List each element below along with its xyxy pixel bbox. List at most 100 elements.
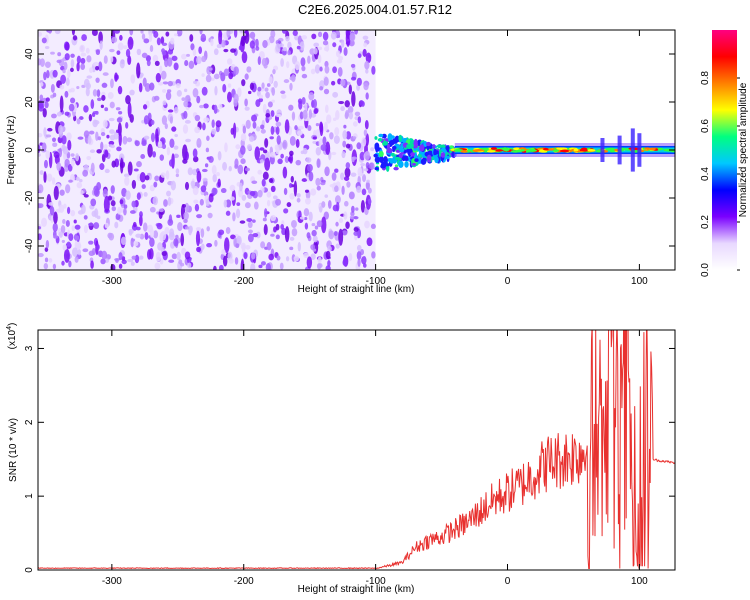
noise-speckle — [312, 136, 317, 140]
noise-speckle — [121, 259, 127, 265]
noise-speckle — [272, 68, 276, 75]
noise-speckle — [67, 139, 72, 151]
noise-speckle — [227, 91, 232, 103]
snr-series-line — [38, 330, 675, 570]
noise-speckle — [193, 156, 199, 163]
noise-speckle — [196, 170, 202, 183]
noise-speckle — [247, 233, 254, 243]
noise-speckle — [208, 193, 214, 203]
noise-speckle — [328, 230, 335, 240]
noise-speckle — [64, 90, 69, 98]
noise-speckle — [176, 251, 181, 261]
y-tick-label: 0 — [24, 567, 35, 573]
noise-speckle — [223, 199, 228, 208]
noise-speckle — [275, 146, 280, 155]
noise-speckle — [180, 232, 185, 247]
noise-speckle — [227, 83, 232, 88]
noise-speckle — [296, 197, 301, 203]
noise-speckle — [58, 204, 65, 213]
noise-speckle — [353, 227, 359, 232]
noise-speckle — [229, 184, 236, 192]
noise-speckle — [206, 135, 210, 141]
noise-speckle — [127, 55, 132, 66]
noise-speckle — [46, 173, 53, 182]
noise-speckle — [41, 217, 48, 227]
noise-speckle — [139, 255, 144, 260]
noise-speckle — [181, 97, 186, 101]
noise-speckle — [319, 86, 324, 91]
noise-speckle — [111, 36, 118, 43]
noise-speckle — [53, 235, 59, 239]
noise-speckle — [344, 100, 350, 108]
noise-speckle — [215, 120, 222, 128]
noise-speckle — [310, 188, 317, 196]
noise-speckle — [266, 199, 271, 207]
noise-speckle — [104, 168, 110, 174]
signal-blob — [404, 161, 409, 168]
noise-speckle — [370, 147, 375, 152]
noise-speckle — [46, 70, 50, 79]
noise-speckle — [237, 164, 244, 175]
noise-speckle — [239, 220, 246, 224]
noise-speckle — [205, 147, 210, 153]
noise-speckle — [325, 141, 331, 155]
noise-speckle — [211, 165, 217, 175]
noise-speckle — [325, 250, 331, 260]
noise-speckle — [324, 166, 330, 177]
signal-peak — [663, 148, 673, 152]
noise-speckle — [234, 158, 239, 168]
noise-speckle — [115, 107, 121, 111]
signal-blob — [423, 141, 428, 147]
noise-speckle — [293, 255, 300, 262]
noise-speckle — [315, 122, 320, 127]
noise-speckle — [183, 218, 188, 224]
signal-peak — [517, 149, 523, 153]
x-tick-label: -100 — [366, 276, 386, 287]
noise-speckle — [345, 162, 351, 169]
noise-speckle — [348, 111, 354, 120]
noise-speckle — [93, 188, 100, 197]
noise-speckle — [260, 241, 266, 249]
noise-speckle — [365, 181, 370, 190]
signal-blob — [378, 133, 384, 138]
noise-speckle — [343, 124, 347, 129]
noise-speckle — [75, 235, 80, 241]
noise-speckle — [187, 262, 192, 269]
noise-speckle — [263, 223, 268, 236]
noise-speckle — [323, 46, 330, 52]
noise-speckle — [300, 57, 306, 67]
noise-speckle — [308, 109, 313, 119]
figure-title: C2E6.2025.004.01.57.R12 — [298, 2, 452, 17]
signal-blob — [373, 153, 378, 158]
noise-speckle — [332, 66, 337, 74]
noise-speckle — [234, 257, 239, 265]
noise-speckle — [359, 99, 364, 106]
noise-speckle — [327, 200, 332, 209]
y-tick-label: 2 — [24, 419, 35, 425]
signal-blob — [384, 163, 390, 167]
noise-speckle — [371, 251, 376, 259]
noise-speckle — [306, 256, 313, 269]
y-tick-label: 0 — [24, 147, 35, 153]
noise-speckle — [282, 47, 288, 52]
noise-speckle — [268, 76, 273, 84]
noise-speckle — [76, 62, 80, 72]
noise-speckle — [183, 211, 189, 221]
noise-speckle — [348, 191, 355, 200]
noise-speckle — [63, 203, 67, 209]
signal-blob — [451, 150, 455, 158]
noise-speckle — [296, 130, 303, 136]
noise-speckle — [359, 151, 366, 161]
noise-speckle — [109, 101, 115, 109]
noise-speckle — [235, 243, 240, 249]
noise-speckle — [78, 116, 84, 120]
noise-speckle — [60, 224, 66, 234]
noise-speckle — [213, 48, 219, 56]
noise-speckle — [252, 121, 257, 129]
noise-speckle — [87, 134, 92, 145]
noise-speckle — [149, 44, 154, 53]
noise-speckle — [53, 151, 60, 159]
noise-speckle — [45, 134, 52, 138]
noise-speckle — [241, 51, 248, 64]
